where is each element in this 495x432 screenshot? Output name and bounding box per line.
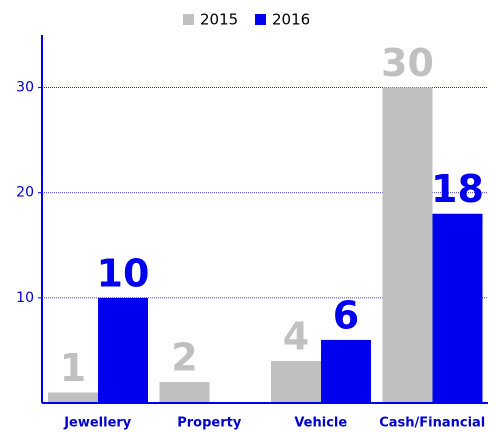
x-tick-label: Cash/Financial xyxy=(379,416,485,431)
data-label: 4 xyxy=(283,314,309,358)
data-label: 6 xyxy=(333,293,359,337)
data-label: 2 xyxy=(171,335,197,379)
data-label: 30 xyxy=(381,41,434,85)
y-tick-label: 10 xyxy=(16,290,34,306)
legend-swatch xyxy=(255,14,266,25)
x-tick-label: Jewellery xyxy=(63,416,132,431)
bar xyxy=(321,339,371,403)
legend-label: 2016 xyxy=(272,11,310,29)
bar xyxy=(382,87,433,404)
bar xyxy=(432,213,483,403)
y-tick-label: 30 xyxy=(16,80,34,96)
bar xyxy=(48,392,98,403)
x-tick-label: Vehicle xyxy=(294,416,347,431)
bar xyxy=(271,360,321,403)
bar xyxy=(159,381,210,403)
data-label: 1 xyxy=(60,346,86,390)
legend-swatch xyxy=(183,14,194,25)
x-tick-label: Property xyxy=(177,416,242,431)
legend-label: 2015 xyxy=(200,11,238,29)
data-label: 18 xyxy=(431,167,484,211)
data-label: 10 xyxy=(97,251,150,295)
bar xyxy=(98,297,148,403)
y-tick-label: 20 xyxy=(16,185,34,201)
